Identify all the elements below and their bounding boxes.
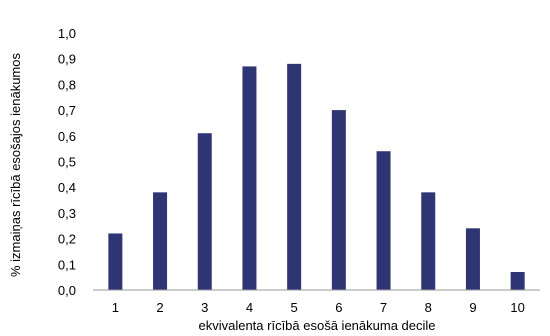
x-axis-title: ekvivalenta rīcībā esošā ienākuma decile — [198, 318, 435, 333]
x-tick-label: 3 — [201, 300, 208, 315]
bar-decile-4 — [242, 66, 257, 290]
bar-decile-2 — [153, 192, 168, 290]
y-tick-label: 0,0 — [58, 283, 76, 298]
y-tick-labels: 0,0 0,1 0,2 0,3 0,4 0,5 0,6 0,7 0,8 0,9 1,0 — [58, 26, 76, 298]
x-tick-label: 4 — [246, 300, 253, 315]
bar-decile-7 — [376, 151, 391, 290]
bar-decile-10 — [510, 272, 525, 290]
y-tick-label: 0,7 — [58, 103, 76, 118]
y-axis-title: % izmaiņas rīcībā esošajos ienākumos — [8, 53, 23, 277]
y-tick-label: 0,2 — [58, 232, 76, 247]
x-tick-labels: 1 2 3 4 5 6 7 8 9 10 — [112, 300, 525, 315]
y-tick-label: 0,9 — [58, 52, 76, 67]
bars — [108, 63, 525, 291]
y-tick-label: 0,1 — [58, 257, 76, 272]
x-tick-label: 5 — [291, 300, 298, 315]
x-tick-label: 6 — [335, 300, 342, 315]
bar-decile-6 — [331, 110, 346, 290]
x-tick-label: 9 — [469, 300, 476, 315]
bar-decile-9 — [465, 228, 480, 290]
y-tick-label: 0,3 — [58, 206, 76, 221]
bar-decile-1 — [108, 233, 123, 290]
bar-decile-5 — [287, 63, 302, 291]
x-tick-label: 1 — [112, 300, 119, 315]
x-tick-label: 10 — [510, 300, 524, 315]
x-tick-label: 2 — [156, 300, 163, 315]
y-tick-label: 0,6 — [58, 129, 76, 144]
y-tick-label: 0,5 — [58, 155, 76, 170]
x-tick-label: 7 — [380, 300, 387, 315]
y-tick-label: 1,0 — [58, 26, 76, 41]
y-tick-label: 0,4 — [58, 180, 76, 195]
bar-decile-3 — [197, 133, 212, 290]
x-tick-label: 8 — [425, 300, 432, 315]
y-tick-label: 0,8 — [58, 77, 76, 92]
bar-decile-8 — [421, 192, 436, 290]
